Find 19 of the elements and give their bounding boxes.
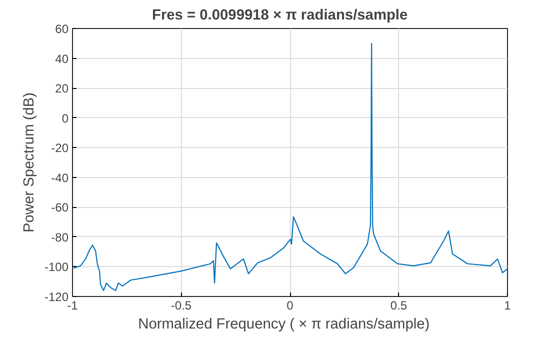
line-series: [73, 42, 508, 292]
y-tick-label: -20: [51, 141, 69, 156]
chart-title: Fres = 0.0099918 × π radians/sample: [152, 8, 408, 24]
y-axis-title: Power Spectrum (dB): [21, 92, 38, 233]
x-tick-label: 0.5: [390, 298, 408, 312]
y-tick-label: -80: [51, 230, 69, 244]
y-tick-label: 20: [55, 82, 69, 96]
y-tick-label: 0: [62, 111, 69, 126]
y-tick-label: 60: [55, 22, 69, 36]
x-tick-label: -0.5: [170, 298, 192, 312]
y-tick-label: -120: [44, 290, 69, 304]
x-tick-label: 1: [504, 298, 512, 312]
y-tick-label: -100: [44, 260, 69, 274]
y-tick-label: 40: [55, 52, 69, 66]
x-axis-title: Normalized Frequency ( × π radians/sample): [138, 316, 430, 332]
x-tick-label: -1: [67, 298, 78, 312]
x-tick-label: 0: [286, 298, 294, 312]
y-tick-label: -60: [51, 200, 69, 215]
y-tick-label: -40: [51, 170, 69, 185]
